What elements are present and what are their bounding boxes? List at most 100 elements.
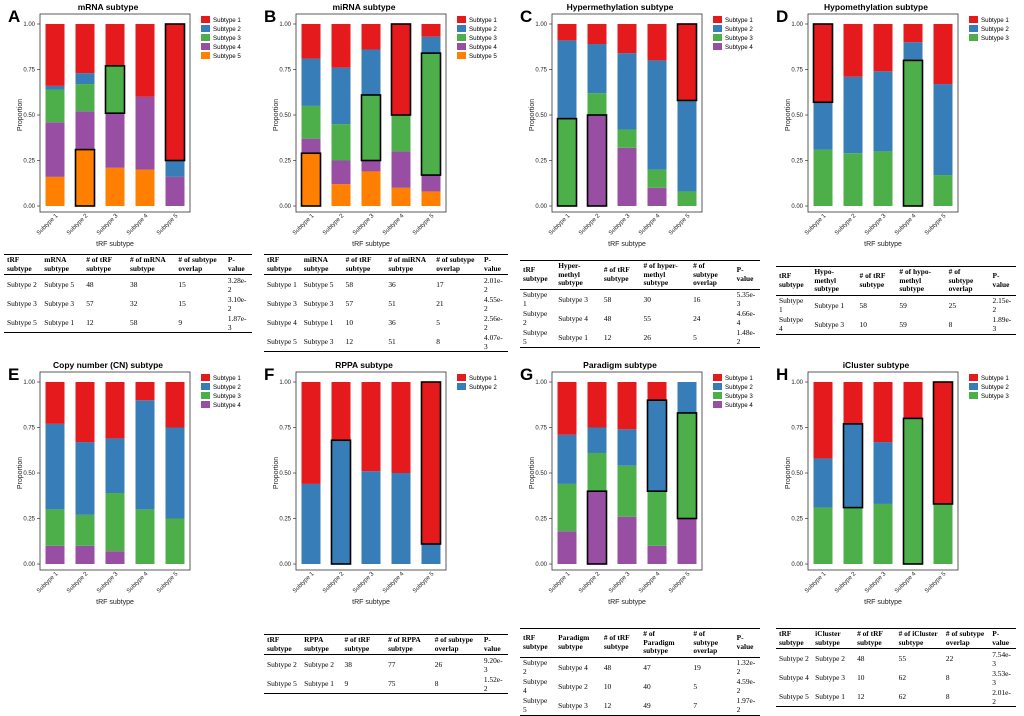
table-header-cell: # of hypo-methyl subtype (896, 266, 946, 296)
table-row: Subtype 5 Subtype 3 12 49 7 1.97e-2 (520, 695, 760, 716)
table-row: Subtype 5 Subtype 3 12 51 8 4.07e-3 (264, 332, 508, 353)
table-cell: 55 (643, 313, 651, 323)
table-cell: 22 (945, 654, 954, 664)
table-cell: 7.54e-3 (992, 649, 1011, 668)
y-tick-label: 0.75 (279, 426, 291, 432)
table-cell: 2.01e-2 (989, 687, 1016, 708)
panel-f: F RPPA subtype 0.00 0.25 0.50 0.75 1.00 Proport… (256, 358, 512, 608)
table-a: tRF subtype mRNA subtype # of tRF subtype #… (4, 253, 252, 334)
y-tick-label: 0.00 (535, 562, 547, 568)
table-cell: 24 (693, 313, 701, 323)
bar-segment-subtype-3-subtype-3 (105, 65, 125, 114)
x-axis-label: tRF subtype (352, 599, 390, 606)
table-cell: 8 (945, 314, 990, 335)
x-tick-label: Subtype 5 (156, 571, 180, 595)
x-tick-label: Subtype 1 (804, 571, 828, 595)
table-header-cell: P-value (733, 628, 760, 658)
bar-segment-subtype-5-subtype-3 (677, 191, 697, 206)
highlight-box-subtype-2 (586, 490, 608, 565)
table-cell: Subtype 3 (555, 695, 601, 716)
plot-frame (807, 13, 959, 213)
chart-title: Paradigm subtype (583, 360, 657, 370)
y-tick-label: 0.25 (535, 517, 547, 523)
highlight-box-subtype-5 (676, 23, 698, 102)
highlight-box-subtype-2 (74, 148, 96, 207)
table-header-cell: tRF subtype (776, 266, 812, 296)
bar-segment-subtype-2-subtype-1 (587, 24, 607, 45)
y-tick-label: 0.25 (279, 159, 291, 165)
legend-label: Subtype 3 (469, 35, 497, 42)
x-tick-label: Subtype 1 (292, 213, 316, 237)
table-header-cell: # of subtype overlap (433, 253, 482, 276)
highlight-box-subtype-1 (812, 23, 834, 104)
table-d: tRF subtype Hypo-methyl subtype # of tRF s… (776, 266, 1016, 335)
legend-swatch-subtype-2 (201, 25, 210, 32)
table-cell: Subtype 5 (520, 327, 556, 348)
bar-segment-subtype-5-subtype-2 (933, 84, 953, 176)
bar-segment-subtype-2-subtype-2 (331, 67, 351, 125)
table-header-cell: Hyper-methyl subtype (555, 260, 601, 290)
bar-segment-subtype-3-subtype-1 (873, 382, 893, 443)
x-axis-label: tRF subtype (96, 241, 134, 248)
bar-segment-subtype-1-subtype-2 (557, 40, 577, 119)
table-cell: 30 (643, 294, 651, 304)
legend-swatch-subtype-1 (201, 16, 210, 23)
bar-segment-subtype-4-subtype-1 (647, 24, 667, 61)
table-b: tRF subtype miRNA subtype # of tRF subtype… (264, 253, 508, 353)
x-axis-label: tRF subtype (864, 241, 902, 248)
bar-segment-subtype-5-subtype-2 (677, 382, 697, 413)
legend-swatch-subtype-3 (201, 34, 210, 41)
table-cell: 5 (436, 318, 440, 328)
table-header-cell: P-value (224, 253, 252, 276)
table-cell: 48 (86, 280, 94, 290)
bar-segment-subtype-2-subtype-2 (843, 76, 863, 154)
table-cell: Subtype 4 (776, 314, 812, 335)
table-cell: Subtype 3 (300, 332, 343, 353)
table-header-cell: # of subtype overlap (945, 266, 990, 296)
x-tick-label: Subtype 1 (36, 213, 60, 237)
x-tick-label: Subtype 2 (578, 213, 602, 237)
legend-label: Subtype 2 (213, 384, 241, 391)
y-tick-label: 0.50 (23, 113, 35, 119)
bar-segment-subtype-2-subtype-3 (843, 153, 863, 206)
table-cell: 5.35e-3 (736, 290, 756, 309)
highlight-box-subtype-5 (164, 23, 186, 162)
x-tick-label: Subtype 5 (156, 213, 180, 237)
y-tick-label: 0.75 (23, 68, 35, 74)
table-header-cell: RPPA subtype (301, 633, 342, 656)
table-header-cell: # of RPPA subtype (385, 633, 432, 656)
bar-segment-subtype-1-subtype-1 (301, 24, 321, 59)
highlight-box-subtype-3 (360, 94, 382, 162)
y-tick-label: 0.25 (535, 159, 547, 165)
bar-segment-subtype-2-subtype-1 (331, 382, 351, 441)
bar-segment-subtype-3-subtype-4 (105, 551, 125, 564)
table-cell: Subtype 1 (812, 687, 855, 708)
table-row: Subtype 1 Subtype 1 58 59 25 2.15e-2 (776, 295, 1016, 315)
table-cell: 58 (127, 313, 176, 334)
legend-swatch-subtype-4 (201, 401, 210, 408)
bar-segment-subtype-4-subtype-2 (903, 42, 923, 61)
table-header-cell: # of tRF subtype (83, 253, 127, 276)
y-tick-label: 0.25 (23, 517, 35, 523)
table-header-cell: # of iCluster subtype (895, 627, 943, 650)
legend-label: Subtype 3 (981, 35, 1009, 42)
table-cell: 4.07e-3 (481, 332, 508, 353)
table-header-cell: miRNA subtype (300, 253, 343, 276)
bar-segment-subtype-5-subtype-3 (165, 518, 185, 564)
table-row: Subtype 3 Subtype 3 57 51 21 4.55e-2 (264, 294, 508, 313)
table-header-cell: # of tRF subtype (600, 628, 641, 658)
bar-segment-subtype-4-subtype-2 (647, 400, 667, 492)
legend-swatch-subtype-1 (457, 16, 466, 23)
y-tick-label: 0.50 (535, 471, 547, 477)
chart-svg-d: D Hypomethylation subtype 0.00 0.25 0.50 0.75… (776, 2, 1009, 248)
table-cell: 58 (603, 294, 612, 304)
plot-frame (39, 13, 191, 213)
table-cell: Subtype 3 (303, 299, 334, 309)
bar-segment-subtype-1-subtype-2 (301, 58, 321, 106)
table-header-cell: # of tRF subtype (856, 266, 897, 296)
table-cell: 16 (693, 294, 701, 304)
table-row: Subtype 3 Subtype 3 57 32 15 3.10e-2 (4, 294, 252, 313)
table-cell: 17 (436, 280, 444, 290)
bar-segment-subtype-4-subtype-1 (135, 382, 155, 401)
